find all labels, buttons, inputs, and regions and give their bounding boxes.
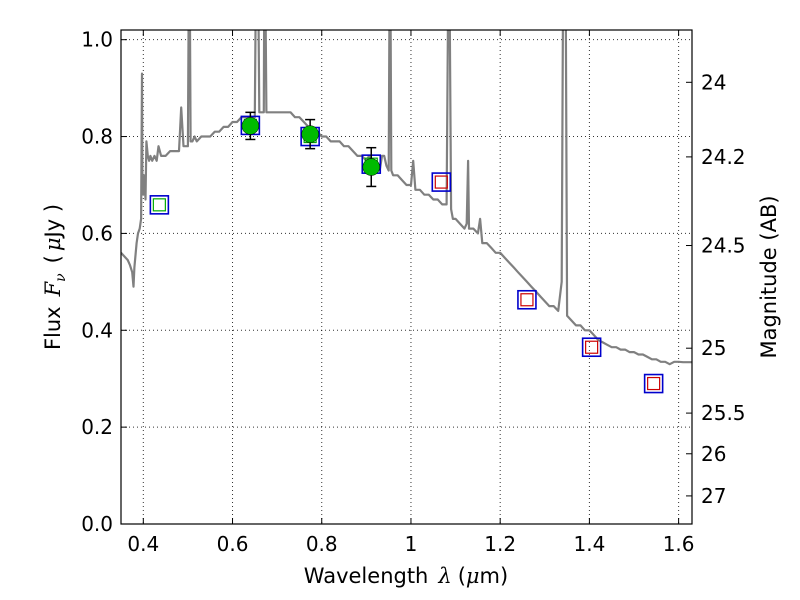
x-tick-label: 0.8 <box>306 532 338 556</box>
x-tick-label: 1.4 <box>573 532 605 556</box>
grid <box>121 30 692 525</box>
observed-point <box>241 111 260 141</box>
y2-tick-label: 27 <box>701 484 726 508</box>
y-tick-label: 1.0 <box>81 28 113 52</box>
y-tick-label: 0.2 <box>81 415 113 439</box>
y2-tick-label: 24 <box>701 70 726 94</box>
y2-tick-label: 25.5 <box>701 401 746 425</box>
spectrum-series <box>121 30 692 366</box>
observed-point <box>301 118 319 150</box>
model-point <box>643 373 664 394</box>
observed-photometry-series <box>241 111 381 188</box>
y-axis-ticks: 0.0 0.2 0.4 0.6 0.8 1.0 <box>81 28 127 536</box>
y-tick-label: 0.6 <box>81 221 113 245</box>
model-point <box>517 289 537 310</box>
model-box-outer <box>431 172 452 192</box>
model-box-inner <box>520 293 534 307</box>
y-tick-label: 0.0 <box>81 512 113 536</box>
model-box-outer <box>581 337 602 358</box>
model-point <box>581 337 602 358</box>
model-point <box>431 172 452 192</box>
observed-point <box>362 146 381 188</box>
model-box-outer <box>643 373 664 394</box>
x-tick-label: 1.6 <box>663 532 695 556</box>
observed-marker <box>241 117 260 135</box>
y2-tick-label: 25 <box>701 336 726 360</box>
x-tick-label: 0.6 <box>217 532 249 556</box>
model-box-outer <box>149 195 170 215</box>
model-box-outer <box>517 289 537 310</box>
model-box-inner <box>434 175 448 189</box>
model-box-inner <box>585 340 599 354</box>
y2-tick-label: 24.5 <box>701 234 746 258</box>
model-photometry-series <box>149 115 664 394</box>
x-tick-label: 1 <box>405 532 418 556</box>
y-tick-label: 0.4 <box>81 318 113 342</box>
y2-tick-label: 26 <box>701 442 726 466</box>
y2-tick-label: 24.2 <box>701 145 746 169</box>
observed-marker <box>301 125 319 143</box>
y-tick-label: 0.8 <box>81 125 113 149</box>
x-tick-label: 0.4 <box>127 532 159 556</box>
y-axis-label: FluxFν(μJy ) <box>41 204 69 350</box>
spectrum-line <box>121 30 692 366</box>
secondary-y-axis-ticks: 24 24.2 24.5 25 25.5 26 27 <box>686 70 746 508</box>
x-tick-label: 1.2 <box>484 532 516 556</box>
x-axis-ticks: 0.4 0.6 0.8 1 1.2 1.4 1.6 <box>127 30 695 556</box>
plot-frame <box>120 29 693 525</box>
model-box-inner <box>647 376 661 391</box>
model-point <box>149 195 170 215</box>
x-axis-label: Wavelength λ (μm) <box>304 564 508 588</box>
observed-marker <box>362 158 381 176</box>
model-box-inner <box>152 198 166 212</box>
secondary-y-axis-label: Magnitude (AB) <box>757 195 781 358</box>
